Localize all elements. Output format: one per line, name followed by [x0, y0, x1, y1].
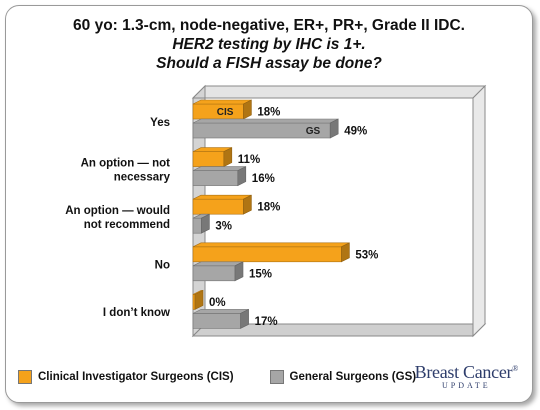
data-label: 15% [249, 268, 272, 280]
title-line-2: HER2 testing by IHC is 1+. [172, 36, 366, 53]
logo-main: Breast Cancer® [414, 362, 519, 382]
legend-swatch-gs [269, 370, 284, 384]
bar-chart: Yes CIS 18% GS 49% An option — not necessary 11… [65, 84, 487, 338]
bar-end-cis [194, 289, 204, 310]
bar-end-cis [243, 99, 252, 120]
bar-cis [192, 246, 342, 263]
data-label: 0% [209, 297, 226, 309]
data-label: 18% [257, 107, 280, 119]
data-label: 49% [344, 126, 367, 138]
category-label: necessary [114, 171, 171, 183]
legend-item-cis: Clinical Investigator Surgeons (CIS) [18, 370, 234, 384]
bar-end-gs [329, 118, 339, 139]
data-label: 53% [355, 249, 378, 261]
bar-end-gs [237, 166, 247, 187]
breast-cancer-update-logo: Breast Cancer® UPDATE [414, 362, 519, 390]
logo-sub: UPDATE [441, 381, 491, 390]
legend-swatch-cis [18, 370, 32, 384]
data-label: 18% [257, 202, 280, 214]
title-line-1: 60 yo: 1.3-cm, node-negative, ER+, PR+, … [73, 17, 465, 34]
bar-end-cis [341, 242, 350, 263]
bar-end-cis [223, 147, 233, 168]
bar-gs [192, 217, 202, 234]
bar-gs [192, 313, 241, 329]
bar-cis [192, 151, 225, 167]
data-label: 11% [238, 154, 260, 166]
title-line-3: Should a FISH assay be done? [156, 55, 382, 72]
bar-top-gs [192, 166, 246, 171]
bar-gs [192, 265, 236, 282]
bar-top-gs [192, 118, 339, 124]
legend-label-gs: General Surgeons (GS) [289, 371, 417, 383]
bar-gs [192, 170, 239, 186]
chart-title: 60 yo: 1.3-cm, node-negative, ER+, PR+, … [6, 16, 532, 73]
bar-top-cis [192, 242, 350, 248]
plot-frame [192, 97, 474, 337]
plot-right-face [472, 84, 486, 338]
bar-top-cis [192, 194, 252, 200]
bar-top-cis [192, 99, 252, 105]
chart-card: 60 yo: 1.3-cm, node-negative, ER+, PR+, … [5, 5, 533, 403]
legend-item-gs: General Surgeons (GS) [269, 370, 417, 384]
data-label: 3% [215, 221, 232, 233]
bar-series-tag: GS [306, 126, 321, 137]
legend: Clinical Investigator Surgeons (CIS) Gen… [18, 370, 452, 384]
bar-series-tag: CIS [217, 107, 234, 118]
bar-cis [192, 198, 244, 215]
bar-top-gs [192, 261, 244, 267]
category-label: Yes [150, 117, 170, 129]
category-label: I don’t know [103, 307, 170, 319]
category-label: No [155, 260, 170, 272]
data-label: 16% [252, 173, 275, 185]
bar-top-gs [192, 309, 249, 314]
category-label: not recommend [84, 219, 170, 231]
legend-label-cis: Clinical Investigator Surgeons (CIS) [38, 371, 234, 383]
category-label: An option — would [65, 205, 170, 217]
bar-end-cis [243, 194, 252, 215]
bar-end-gs [240, 308, 249, 329]
bar-end-gs [201, 213, 210, 234]
plot-top-face [191, 85, 487, 99]
data-label: 17% [255, 316, 278, 328]
category-label: An option — not [81, 157, 171, 169]
bar-end-gs [234, 261, 244, 282]
